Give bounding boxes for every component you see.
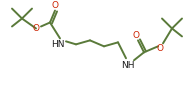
Text: O: O (32, 24, 40, 33)
Text: O: O (52, 1, 58, 10)
Text: HN: HN (51, 40, 65, 49)
Text: NH: NH (121, 61, 135, 70)
Text: O: O (133, 31, 140, 40)
Text: O: O (157, 44, 163, 53)
